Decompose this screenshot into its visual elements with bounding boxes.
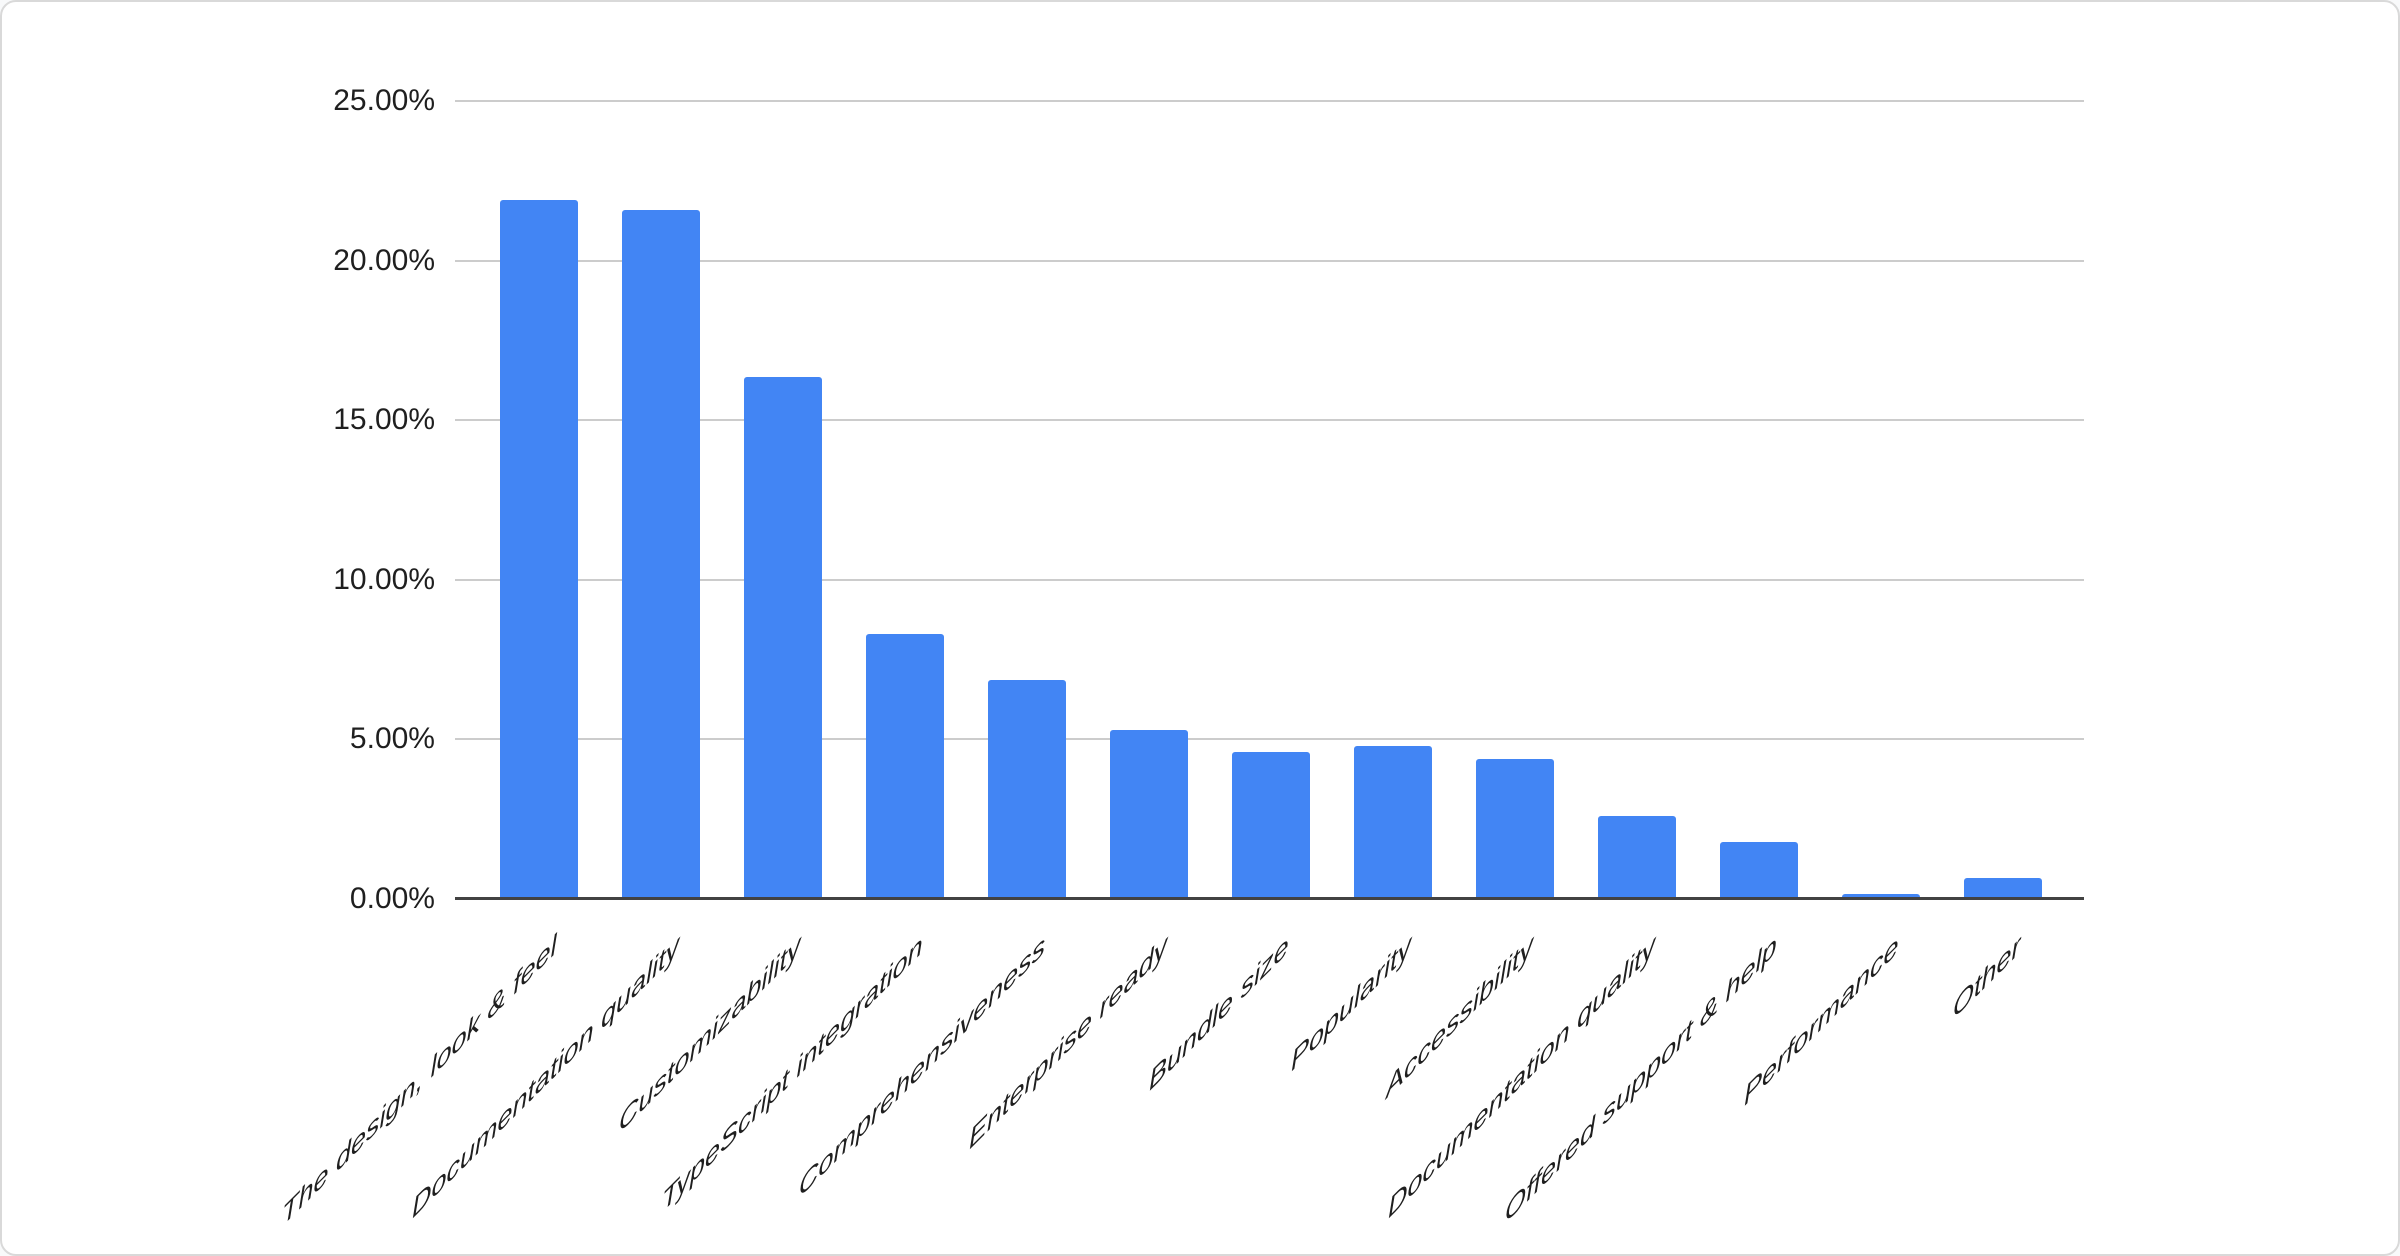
x-axis-label: Other <box>1953 928 2021 1026</box>
y-tick-label: 10.00% <box>333 562 435 596</box>
x-axis-label: Bundle size <box>1149 928 1289 1098</box>
bar-2 <box>622 210 700 899</box>
x-axis-label: Popularity <box>1290 928 1411 1079</box>
y-gridline <box>455 100 2084 102</box>
bar-4 <box>866 634 944 899</box>
bar-6 <box>1110 730 1188 899</box>
y-tick-label: 25.00% <box>333 84 435 117</box>
bar-11 <box>1720 842 1798 899</box>
bar-8 <box>1354 746 1432 899</box>
x-axis-label: Offered support & help <box>1505 928 1777 1230</box>
y-gridline <box>455 419 2084 422</box>
bar-13 <box>1964 878 2042 899</box>
x-axis-label: Documentation quality <box>411 928 679 1226</box>
x-axis-label: TypeScript integration <box>662 928 923 1219</box>
y-tick-label: 15.00% <box>333 403 435 437</box>
x-axis-label: Enterprise ready <box>968 928 1167 1157</box>
bar-3 <box>744 377 822 899</box>
bar-10 <box>1598 816 1676 899</box>
x-axis-label: Comprehensiveness <box>798 928 1045 1205</box>
x-axis-line <box>455 897 2084 900</box>
bar-12 <box>1842 894 1920 899</box>
y-tick-label: 0.00% <box>349 882 435 915</box>
y-tick-label: 20.00% <box>333 243 435 277</box>
y-gridline <box>455 738 2084 741</box>
bar-1 <box>500 200 578 899</box>
y-tick-label: 5.00% <box>349 722 435 756</box>
bar-9 <box>1476 759 1554 899</box>
y-gridline <box>455 578 2084 581</box>
y-gridline <box>455 259 2084 262</box>
bar-7 <box>1232 752 1310 899</box>
x-axis-label: Documentation quality <box>1387 928 1655 1226</box>
bar-5 <box>988 680 1066 899</box>
